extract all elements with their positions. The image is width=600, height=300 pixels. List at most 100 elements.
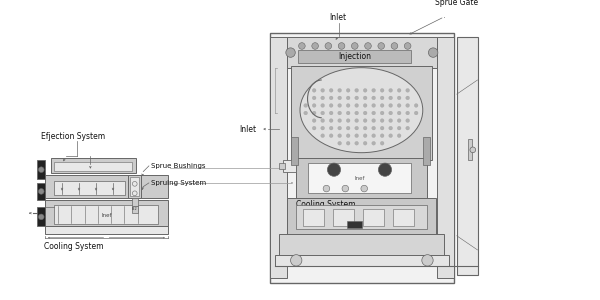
- Bar: [468, 140, 472, 160]
- Bar: [308, 163, 412, 193]
- Circle shape: [380, 126, 384, 130]
- Circle shape: [372, 103, 376, 107]
- Circle shape: [406, 119, 410, 122]
- Bar: [290, 66, 432, 160]
- Circle shape: [355, 111, 359, 115]
- Circle shape: [361, 185, 368, 192]
- Circle shape: [355, 119, 359, 122]
- Circle shape: [338, 43, 345, 49]
- Circle shape: [338, 126, 341, 130]
- Bar: [394, 209, 414, 226]
- Circle shape: [363, 119, 367, 122]
- Bar: [45, 200, 168, 226]
- Bar: [423, 136, 430, 165]
- Circle shape: [397, 134, 401, 138]
- Circle shape: [380, 111, 384, 115]
- Circle shape: [363, 96, 367, 100]
- Ellipse shape: [300, 68, 423, 153]
- Circle shape: [312, 126, 316, 130]
- Circle shape: [380, 96, 384, 100]
- Bar: [283, 160, 296, 172]
- Text: Spruing System: Spruing System: [151, 180, 206, 186]
- Text: Cooling System: Cooling System: [44, 242, 103, 251]
- Circle shape: [329, 96, 333, 100]
- Circle shape: [329, 126, 333, 130]
- Bar: [45, 226, 168, 234]
- Bar: [270, 33, 454, 283]
- Bar: [437, 38, 454, 278]
- Circle shape: [312, 96, 316, 100]
- Circle shape: [380, 103, 384, 107]
- Circle shape: [338, 103, 341, 107]
- Bar: [55, 205, 158, 224]
- Bar: [296, 205, 427, 229]
- Circle shape: [338, 134, 341, 138]
- Circle shape: [404, 43, 411, 49]
- Bar: [457, 38, 478, 275]
- Circle shape: [380, 88, 384, 92]
- Circle shape: [38, 189, 44, 194]
- Circle shape: [389, 126, 392, 130]
- Circle shape: [321, 126, 325, 130]
- Circle shape: [346, 103, 350, 107]
- Bar: [275, 255, 449, 266]
- Circle shape: [290, 255, 302, 266]
- Circle shape: [352, 43, 358, 49]
- Circle shape: [321, 96, 325, 100]
- Circle shape: [346, 126, 350, 130]
- Circle shape: [363, 126, 367, 130]
- Circle shape: [428, 48, 438, 57]
- Circle shape: [346, 96, 350, 100]
- Bar: [55, 162, 132, 171]
- Circle shape: [379, 163, 392, 176]
- Circle shape: [338, 111, 341, 115]
- Bar: [132, 206, 137, 213]
- Bar: [290, 136, 298, 165]
- Circle shape: [397, 103, 401, 107]
- Text: B.2: B.2: [132, 207, 137, 211]
- Circle shape: [406, 88, 410, 92]
- Circle shape: [397, 96, 401, 100]
- Bar: [270, 38, 287, 278]
- Circle shape: [363, 134, 367, 138]
- Circle shape: [406, 103, 410, 107]
- Bar: [333, 209, 354, 226]
- Circle shape: [346, 111, 350, 115]
- Bar: [128, 175, 142, 198]
- Bar: [37, 160, 45, 179]
- Circle shape: [372, 119, 376, 122]
- Circle shape: [380, 141, 384, 145]
- Circle shape: [312, 111, 316, 115]
- Text: Inlet: Inlet: [329, 14, 346, 22]
- Circle shape: [389, 134, 392, 138]
- Circle shape: [365, 43, 371, 49]
- Circle shape: [304, 111, 308, 115]
- Circle shape: [38, 167, 44, 172]
- Circle shape: [372, 134, 376, 138]
- Circle shape: [372, 96, 376, 100]
- Circle shape: [389, 111, 392, 115]
- Bar: [303, 209, 323, 226]
- Circle shape: [355, 141, 359, 145]
- Circle shape: [363, 141, 367, 145]
- Circle shape: [397, 119, 401, 122]
- Circle shape: [286, 48, 295, 57]
- Bar: [45, 175, 168, 198]
- Circle shape: [355, 96, 359, 100]
- Circle shape: [321, 134, 325, 138]
- Circle shape: [329, 88, 333, 92]
- Bar: [296, 158, 427, 198]
- Circle shape: [329, 111, 333, 115]
- Bar: [37, 208, 45, 226]
- Circle shape: [355, 134, 359, 138]
- Text: Inef: Inef: [354, 176, 365, 181]
- Circle shape: [321, 111, 325, 115]
- Circle shape: [389, 103, 392, 107]
- Bar: [363, 209, 384, 226]
- Circle shape: [389, 88, 392, 92]
- Circle shape: [338, 88, 341, 92]
- Circle shape: [321, 88, 325, 92]
- Bar: [279, 234, 445, 256]
- Circle shape: [338, 119, 341, 122]
- Circle shape: [346, 141, 350, 145]
